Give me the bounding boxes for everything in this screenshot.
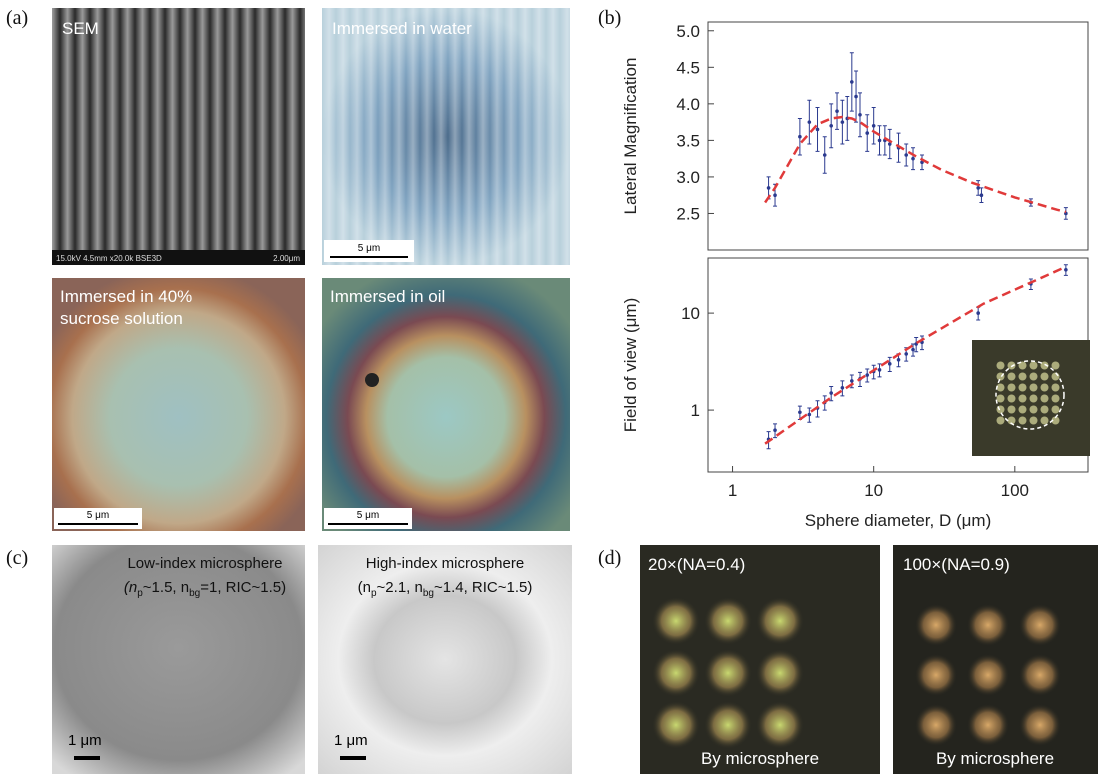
data-point xyxy=(904,153,908,157)
image-title: High-index microsphere xyxy=(366,555,524,572)
y-tick-label: 2.5 xyxy=(676,204,700,223)
data-point xyxy=(854,95,858,99)
objective-100x-image: 100×(NA=0.9) By microsphere xyxy=(893,545,1098,774)
data-point xyxy=(808,120,812,124)
param-text: (n xyxy=(358,579,371,596)
data-point xyxy=(798,135,802,139)
y-tick-label: 3.5 xyxy=(676,131,700,150)
image-caption: 100×(NA=0.9) xyxy=(903,555,1010,574)
image-caption: Immersed in 40% xyxy=(60,287,192,306)
sem-image: SEM 15.0kV 4.5mm x20.0k BSE3D 2.00μm xyxy=(52,8,305,265)
y-tick-label: 3.0 xyxy=(676,168,700,187)
scale-label: 5 μm xyxy=(358,243,380,254)
data-point xyxy=(888,362,892,366)
water-image: Immersed in water 5 μm xyxy=(322,8,570,265)
data-point xyxy=(865,131,869,135)
scale-label: 5 μm xyxy=(357,510,379,521)
data-point xyxy=(829,124,833,128)
oil-image: Immersed in oil 5 μm xyxy=(322,278,570,531)
data-point xyxy=(911,348,915,352)
data-point xyxy=(865,373,869,377)
sem-info: 15.0kV 4.5mm x20.0k BSE3D xyxy=(56,254,162,263)
objective-20x-image: 20×(NA=0.4) By microsphere xyxy=(640,545,880,774)
data-point xyxy=(808,413,812,417)
x-tick-label: 1 xyxy=(728,481,737,500)
low-index-image: Low-index microsphere (np~1.5, nbg=1, RI… xyxy=(52,545,305,774)
data-point xyxy=(858,113,862,117)
param-text: ~2.1, n xyxy=(377,579,423,596)
data-point xyxy=(878,139,882,143)
figure: (a) (b) (c) (d) SEM 15.0kV 4.5mm x20.0k … xyxy=(0,0,1106,774)
data-point xyxy=(823,153,827,157)
data-point xyxy=(798,410,802,414)
data-point xyxy=(773,193,777,197)
param-text: (n xyxy=(124,579,137,596)
data-point xyxy=(841,120,845,124)
x-axis-label: Sphere diameter, D (μm) xyxy=(805,511,991,530)
data-point xyxy=(835,109,839,113)
data-point xyxy=(1064,268,1068,272)
param-text: =1, RIC~1.5) xyxy=(200,579,286,596)
image-caption: By microsphere xyxy=(701,749,819,768)
sucrose-image: Immersed in 40% sucrose solution 5 μm xyxy=(52,278,305,531)
data-point xyxy=(976,311,980,315)
data-point xyxy=(816,128,820,132)
data-point xyxy=(897,358,901,362)
image-caption: 20×(NA=0.4) xyxy=(648,555,745,574)
data-point xyxy=(904,352,908,356)
image-caption: Immersed in water xyxy=(332,19,472,38)
data-point xyxy=(841,386,845,390)
scale-label: 1 μm xyxy=(68,732,102,749)
data-point xyxy=(980,193,984,197)
data-point xyxy=(872,124,876,128)
image-caption: sucrose solution xyxy=(60,309,183,328)
data-point xyxy=(829,391,833,395)
inset-image xyxy=(972,340,1090,456)
data-point xyxy=(773,428,777,432)
data-point xyxy=(911,157,915,161)
param-text: ~1.5, n xyxy=(143,579,189,596)
y-axis-label: Field of view (μm) xyxy=(621,298,640,432)
param-sub: bg xyxy=(189,588,200,599)
y-tick-label: 1 xyxy=(691,401,700,420)
scale-label: 5 μm xyxy=(87,510,109,521)
image-caption: By microsphere xyxy=(936,749,1054,768)
image-caption: Immersed in oil xyxy=(330,287,445,306)
panel-label: (d) xyxy=(598,547,621,569)
scale-label: 1 μm xyxy=(334,732,368,749)
panel-label: (a) xyxy=(6,7,28,29)
data-point xyxy=(767,186,771,190)
plot-frame xyxy=(708,22,1088,250)
data-point xyxy=(850,379,854,383)
y-axis-label: Lateral Magnification xyxy=(621,58,640,215)
param-sub: bg xyxy=(423,588,434,599)
x-tick-label: 10 xyxy=(864,481,883,500)
image-title: Low-index microsphere xyxy=(127,555,282,572)
param-text: ~1.4, RIC~1.5) xyxy=(434,579,532,596)
scale-label: 2.00μm xyxy=(273,254,300,263)
x-tick-label: 100 xyxy=(1001,481,1029,500)
panel-label: (c) xyxy=(6,547,28,569)
y-tick-label: 4.0 xyxy=(676,95,700,114)
data-point xyxy=(850,80,854,84)
image-caption: SEM xyxy=(62,19,99,38)
panel-label: (b) xyxy=(598,7,621,29)
data-point xyxy=(878,368,882,372)
high-index-image: High-index microsphere (np~2.1, nbg~1.4,… xyxy=(318,545,572,774)
y-tick-label: 5.0 xyxy=(676,22,700,41)
y-tick-label: 4.5 xyxy=(676,58,700,77)
y-tick-label: 10 xyxy=(681,304,700,323)
fit-line xyxy=(765,117,1066,212)
